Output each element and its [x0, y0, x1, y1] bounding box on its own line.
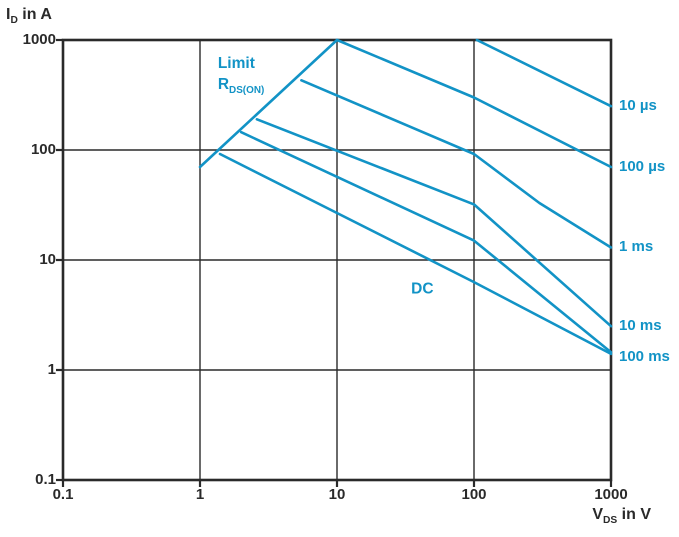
x-tick-label: 10 — [328, 486, 346, 503]
x-tick-label: 1 — [195, 486, 205, 503]
y-axis-title-unit: in A — [17, 6, 52, 23]
x-axis-title-symbol: V — [592, 506, 603, 523]
x-axis-title: VDS in V — [592, 506, 651, 527]
y-axis-title: ID in A — [6, 6, 52, 27]
curve-pulse-100ms — [239, 130, 613, 354]
x-axis-title-unit: in V — [617, 506, 651, 523]
y-tick-label: 10 — [39, 251, 56, 268]
y-axis-title-symbol: I — [6, 6, 11, 23]
x-tick-label: 100 — [461, 486, 487, 503]
x-tick-label: 1000 — [594, 486, 628, 503]
y-tick-label: 1000 — [22, 31, 56, 48]
curve-pulse-10us — [475, 38, 613, 108]
dc-label: DC — [411, 280, 434, 298]
curve-dc — [218, 152, 613, 356]
curve-pulse-1ms — [300, 79, 613, 249]
curve-label-pulse-100us: 100 µs — [619, 158, 666, 176]
curve-label-pulse-10ms: 10 ms — [619, 317, 662, 335]
x-tick-label: 0.1 — [52, 486, 74, 503]
curve-label-pulse-10us: 10 µs — [619, 97, 657, 115]
curve-limit-rdson — [198, 38, 339, 169]
y-tick-label: 1 — [47, 361, 56, 378]
limit-label-line1: Limit — [217, 55, 255, 73]
curve-label-pulse-1ms: 1 ms — [619, 238, 654, 256]
y-axis-title-subscript: D — [10, 15, 18, 27]
limit-rdson-label: Limit RDS(ON) — [217, 53, 265, 97]
curve-label-pulse-100ms: 100 ms — [619, 348, 670, 366]
curve-pulse-10ms — [255, 118, 613, 328]
curve-pulse-100us — [335, 38, 613, 169]
y-tick-label: 0.1 — [35, 471, 56, 488]
limit-label-line2: RDS(ON) — [217, 76, 265, 97]
x-axis-title-subscript: DS — [603, 515, 618, 527]
y-tick-label: 100 — [30, 141, 56, 158]
